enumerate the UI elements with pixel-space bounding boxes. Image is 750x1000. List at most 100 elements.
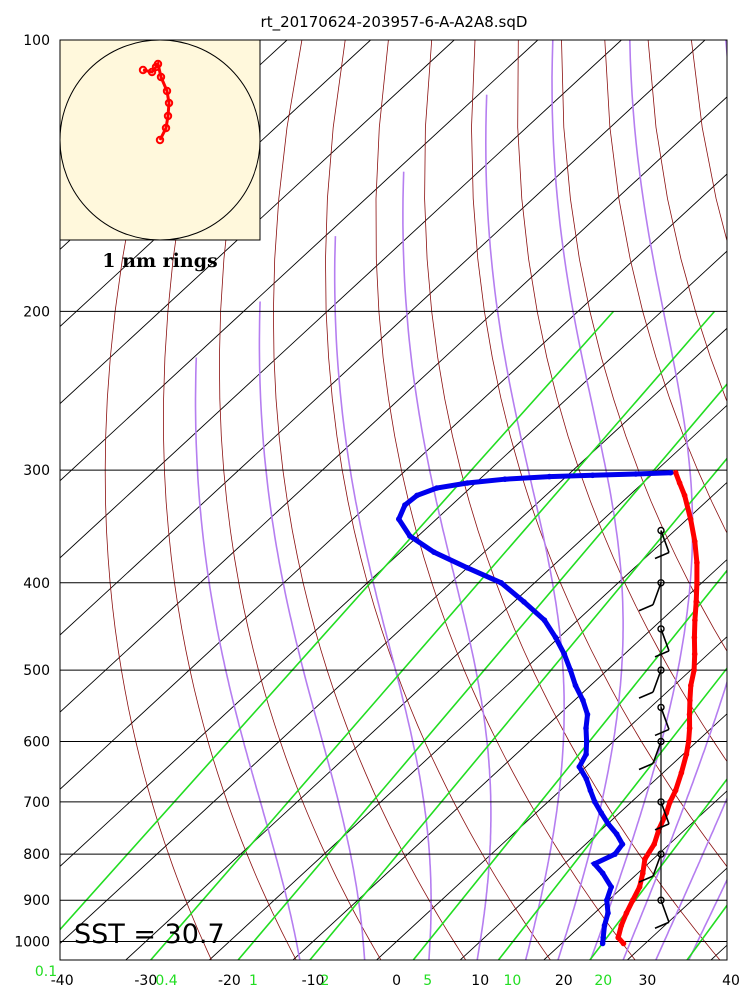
dewpoint-point [583, 738, 590, 745]
pressure-tick-label: 700 [23, 795, 50, 811]
dewpoint-point [567, 667, 574, 673]
dry-adiabat [735, 40, 750, 961]
isotherm [125, 404, 727, 960]
wind-barb-flag [654, 650, 670, 658]
dewpoint-point [584, 711, 591, 718]
dewpoint-point [521, 599, 527, 605]
mixing-ratio-tick-label: 0.1 [35, 964, 57, 980]
moist-adiabat [258, 301, 366, 960]
moist-adiabat [194, 357, 301, 960]
temperature-tick-label: 10 [471, 973, 489, 989]
temperature-point [615, 934, 621, 941]
dewpoint-point [599, 870, 606, 876]
wind-barb-shaft [660, 899, 670, 923]
temperature-tick-label: 20 [555, 973, 573, 989]
wind-barb-shaft [652, 853, 662, 877]
wind-barb-station [657, 526, 665, 535]
temperature-point [694, 559, 700, 566]
isotherm [0, 40, 36, 961]
wind-barb-flag [638, 762, 654, 771]
dewpoint-point [541, 617, 548, 623]
dewpoint-point [572, 682, 579, 689]
isotherm [60, 40, 622, 559]
wind-barb-flag [638, 604, 654, 612]
dewpoint-point [431, 549, 437, 555]
isotherm [543, 790, 727, 960]
dry-adiabat [104, 40, 212, 960]
moist-adiabat [589, 40, 694, 960]
mixing-ratio-line [237, 382, 727, 960]
mixing-ratio-tick-label: 1 [249, 973, 258, 989]
temperature-point [651, 841, 657, 847]
wind-barb-station [657, 850, 665, 858]
chart-title: rt_20170624-203957-6-A-A2A8.sqD [261, 13, 528, 32]
dry-adiabat [517, 40, 727, 763]
pressure-tick-label: 500 [23, 663, 50, 679]
hodograph-label: 1 nm rings [102, 250, 217, 272]
hodograph-point [163, 111, 173, 121]
background-lines [0, 40, 750, 961]
temperature-point [687, 516, 694, 522]
mixing-ratio-tick-label: 0.4 [155, 973, 177, 989]
temperature-point [640, 870, 646, 876]
temperature-point [630, 897, 636, 903]
wind-barb-shaft [660, 801, 670, 825]
plot-frame [59, 39, 728, 961]
dry-adiabat [325, 40, 551, 960]
dewpoint-point [552, 634, 559, 641]
dewpoint-line [395, 470, 671, 944]
moist-adiabat [551, 40, 624, 960]
pressure-tick-label: 300 [23, 463, 50, 479]
dewpoint-point [498, 580, 505, 586]
dewpoint-point [434, 485, 440, 491]
dewpoint-point [502, 476, 508, 483]
temperature-point [672, 469, 679, 476]
dewpoint-point [561, 651, 568, 657]
isotherm [60, 40, 455, 405]
pressure-tick-labels: 100 200 300 400 500 600 700 800 900 1000 [14, 33, 50, 951]
dry-adiabat [272, 40, 467, 960]
wind-barb-station [657, 798, 665, 806]
mixing-ratio-line [149, 310, 716, 960]
dewpoint-point [583, 725, 589, 731]
dewpoint-point [414, 492, 420, 499]
wind-barb-station [657, 737, 665, 746]
mixing-ratio-line [60, 310, 615, 931]
mixing-ratio-line [497, 666, 727, 960]
temperature-point [623, 910, 630, 916]
hodograph-inset: 1 nm rings [59, 39, 261, 272]
profiles [395, 469, 700, 947]
temperature-point [672, 787, 679, 794]
mixing-ratio-tick-labels: 0.1 0.4 1 2 5 10 20 [35, 964, 612, 989]
mixing-ratio-line [412, 569, 727, 960]
temperature-tick-label: -10 [302, 973, 325, 989]
dewpoint-point [601, 922, 608, 929]
hodograph-point [138, 65, 148, 75]
dewpoint-point [592, 799, 598, 805]
wind-barb-flag [654, 551, 670, 560]
isotherm [60, 40, 539, 482]
pressure-tick-label: 100 [23, 33, 50, 49]
dewpoint-point [580, 697, 586, 704]
isotherm [292, 558, 727, 960]
isotherm [459, 713, 727, 960]
dewpoint-point [604, 897, 610, 903]
mixing-ratio-tick-label: 20 [594, 973, 612, 989]
isotherm [60, 96, 727, 713]
sst-label: SST = 30.7 [74, 919, 225, 950]
pressure-tick-label: 400 [23, 576, 50, 592]
mixing-ratio-tick-label: 2 [320, 973, 329, 989]
dewpoint-point [587, 787, 594, 794]
dry-adiabat [375, 40, 636, 960]
hodograph-point [161, 123, 171, 133]
dewpoint-point [633, 471, 639, 477]
temperature-point [691, 651, 698, 657]
temperature-point [620, 940, 627, 947]
pressure-tick-label: 600 [23, 735, 50, 751]
temperature-tick-label: -30 [134, 973, 157, 989]
dewpoint-point [576, 764, 583, 770]
temperature-point [691, 667, 697, 673]
moist-adiabat [687, 878, 727, 960]
dewpoint-point [464, 480, 471, 486]
dry-adiabat [218, 40, 382, 960]
